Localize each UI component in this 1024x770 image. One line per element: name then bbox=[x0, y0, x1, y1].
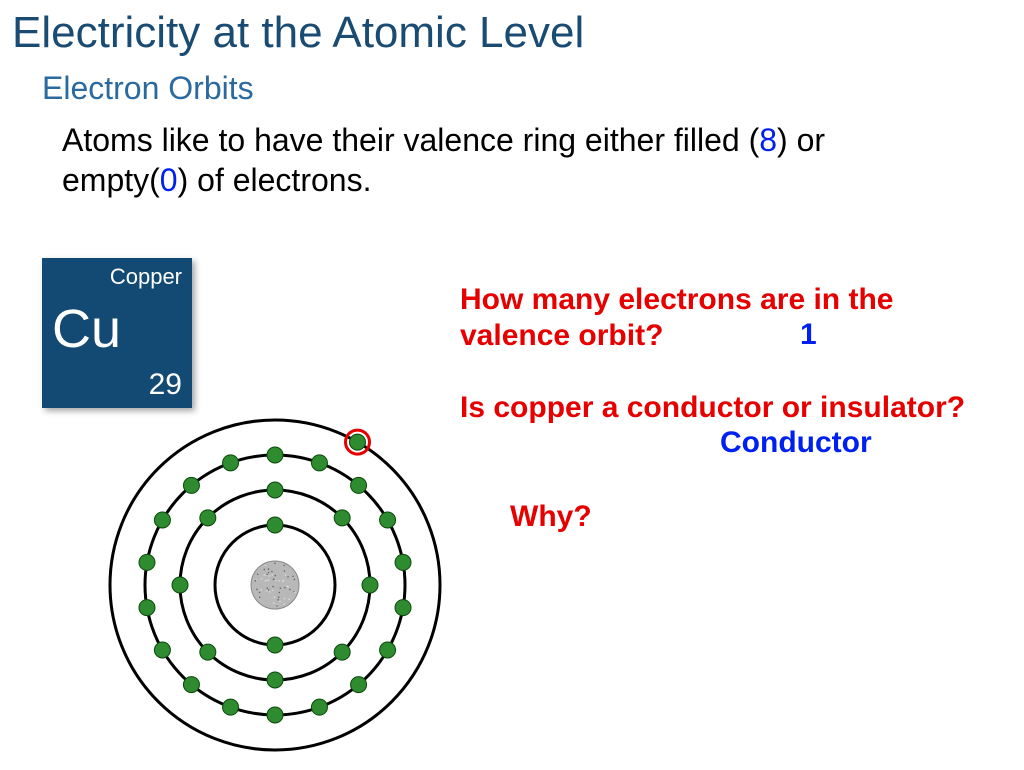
element-symbol: Cu bbox=[52, 298, 121, 360]
nucleus bbox=[251, 561, 299, 609]
body-num-0: 0 bbox=[160, 162, 178, 198]
electron bbox=[380, 642, 396, 658]
electron bbox=[395, 600, 411, 616]
electron bbox=[267, 482, 283, 498]
element-number: 29 bbox=[149, 368, 182, 402]
body-text: Atoms like to have their valence ring ei… bbox=[62, 120, 842, 200]
electron bbox=[267, 707, 283, 723]
electron bbox=[139, 600, 155, 616]
page-title: Electricity at the Atomic Level bbox=[12, 8, 584, 58]
atom-diagram bbox=[100, 410, 460, 770]
question-1: How many electrons are in the valence or… bbox=[460, 282, 980, 354]
periodic-element-tile: Copper Cu 29 bbox=[42, 258, 192, 408]
body-pre: Atoms like to have their valence ring ei… bbox=[62, 122, 759, 158]
electron bbox=[334, 644, 350, 660]
electron bbox=[223, 699, 239, 715]
electron bbox=[154, 642, 170, 658]
question-3: Why? bbox=[510, 500, 592, 534]
question-2: Is copper a conductor or insulator? bbox=[460, 390, 965, 426]
electron bbox=[154, 512, 170, 528]
electron bbox=[267, 637, 283, 653]
electron bbox=[351, 477, 367, 493]
electron bbox=[172, 577, 188, 593]
electron bbox=[311, 455, 327, 471]
electron bbox=[267, 447, 283, 463]
electron bbox=[351, 677, 367, 693]
electron bbox=[267, 517, 283, 533]
electron bbox=[183, 477, 199, 493]
electron bbox=[183, 677, 199, 693]
electron bbox=[395, 554, 411, 570]
electron bbox=[223, 455, 239, 471]
electron bbox=[139, 554, 155, 570]
electron bbox=[350, 434, 366, 450]
page-subtitle: Electron Orbits bbox=[42, 70, 254, 107]
element-name: Copper bbox=[110, 264, 182, 290]
electron bbox=[311, 699, 327, 715]
body-post: ) of electrons. bbox=[178, 162, 372, 198]
electron bbox=[362, 577, 378, 593]
answer-1: 1 bbox=[800, 318, 817, 352]
answer-2: Conductor bbox=[720, 426, 872, 460]
electron bbox=[267, 672, 283, 688]
body-num-8: 8 bbox=[759, 122, 777, 158]
electron bbox=[334, 510, 350, 526]
electron bbox=[200, 510, 216, 526]
electron bbox=[380, 512, 396, 528]
electron bbox=[200, 644, 216, 660]
